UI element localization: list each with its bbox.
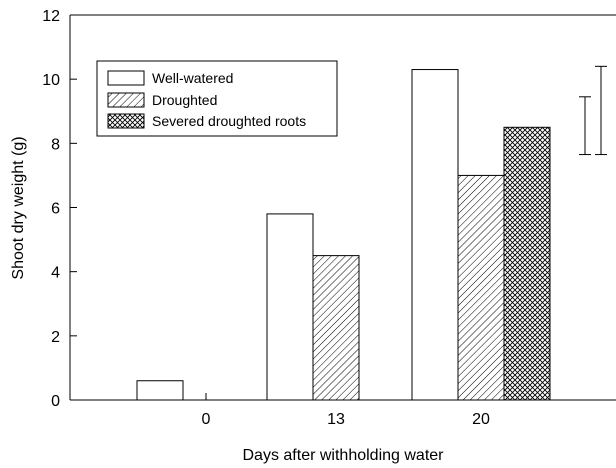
error-bars xyxy=(579,65,607,156)
y-tick-label: 10 xyxy=(42,72,60,89)
legend: Well-watered Droughted Severed droughted… xyxy=(96,60,338,137)
x-tick-label: 20 xyxy=(472,411,490,428)
bar-well-watered-0 xyxy=(136,380,184,401)
y-tick-label: 4 xyxy=(51,265,60,282)
bar-droughted-13 xyxy=(312,255,360,401)
y-tick-label: 2 xyxy=(51,329,60,346)
legend-label-severed-droughted-roots: Severed droughted roots xyxy=(152,113,306,129)
legend-swatch-severed-droughted-roots xyxy=(107,113,145,129)
x-tick-label: 0 xyxy=(202,411,211,428)
bar-well-watered-20 xyxy=(411,69,459,401)
legend-label-droughted: Droughted xyxy=(152,92,217,108)
y-tick-label: 8 xyxy=(51,136,60,153)
y-tick-label: 6 xyxy=(51,201,60,218)
y-axis: 0 2 4 6 8 10 12 xyxy=(42,8,77,410)
legend-swatch-well-watered xyxy=(107,70,145,86)
y-tick-label: 0 xyxy=(51,393,60,410)
bar-droughted-20 xyxy=(457,174,505,401)
x-axis-label: Days after withholding water xyxy=(243,447,445,464)
bar-severed-droughted-roots-20 xyxy=(503,126,551,401)
bars xyxy=(136,69,551,401)
legend-swatch-droughted xyxy=(107,92,145,108)
bar-well-watered-13 xyxy=(266,213,314,401)
y-axis-label: Shoot dry weight (g) xyxy=(10,136,27,279)
x-tick-label: 13 xyxy=(327,411,345,428)
y-tick-label: 12 xyxy=(42,8,60,25)
legend-label-well-watered: Well-watered xyxy=(152,70,233,86)
x-axis: 0 13 20 xyxy=(202,393,490,428)
